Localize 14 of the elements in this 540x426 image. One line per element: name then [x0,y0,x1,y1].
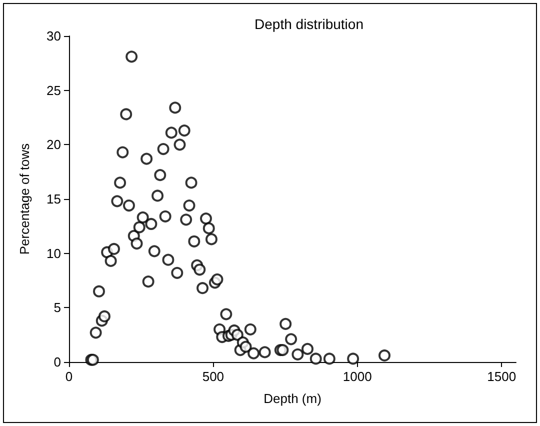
y-tick-label: 5 [54,300,61,316]
x-tick-label: 0 [65,369,73,384]
y-tick-label: 0 [54,354,61,370]
y-tick-label: 30 [46,28,61,44]
x-axis-title: Depth (m) [264,391,322,406]
x-tick-label: 1500 [487,369,516,384]
x-tick-label: 1000 [342,369,372,384]
x-tick-label: 500 [202,369,224,384]
y-tick-label: 25 [46,82,61,98]
y-tick-label: 15 [46,192,61,206]
chart-title: Depth distribution [254,16,364,32]
y-tick-label: 20 [46,137,61,152]
y-tick-label: 10 [46,246,61,261]
y-axis-title: Percentage of tows [17,142,32,255]
